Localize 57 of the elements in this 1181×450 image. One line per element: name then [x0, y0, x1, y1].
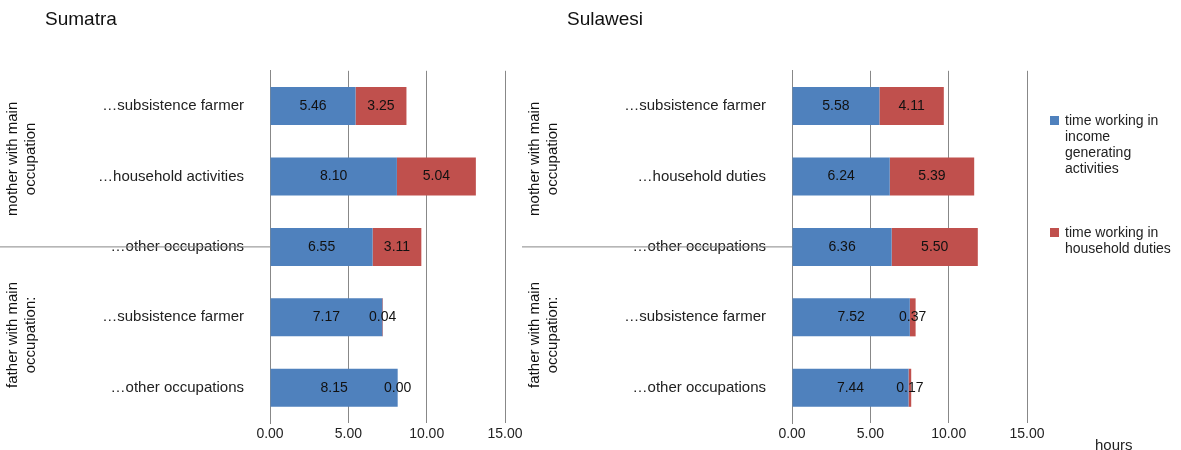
legend-label: time working in income generating activities	[1065, 112, 1160, 176]
legend-label: time working in household duties	[1065, 224, 1172, 256]
bar	[891, 227, 978, 266]
x-tick-label: 10.00	[931, 425, 967, 442]
y-tick-label: …subsistence farmer	[624, 96, 766, 114]
data-label: 6.36	[828, 237, 856, 254]
data-label: 7.44	[836, 378, 865, 395]
y-tick-label: …household duties	[637, 166, 766, 184]
bar	[372, 227, 422, 266]
data-label: 5.58	[822, 96, 850, 113]
bar	[355, 87, 407, 126]
y-tick-label: …household activities	[98, 166, 244, 184]
bar	[792, 87, 880, 126]
data-label: 8.10	[320, 167, 348, 184]
y-tick-label: …subsistence farmer	[102, 307, 244, 325]
x-tick-label: 10.00	[409, 425, 445, 442]
data-label: 0.37	[899, 308, 927, 325]
data-label: 7.17	[312, 308, 341, 325]
x-axis-title: hours	[1095, 436, 1133, 450]
data-label: 0.17	[896, 378, 924, 395]
y-tick-label: …other occupations	[632, 377, 766, 395]
y-tick-label: …subsistence farmer	[624, 307, 766, 325]
text: father with main occupation:	[525, 282, 561, 388]
x-tick-label: 15.00	[487, 425, 523, 442]
y-tick-label: …other occupations	[110, 377, 244, 395]
text: mother with main occupation	[525, 101, 561, 216]
bar	[270, 87, 356, 126]
bar	[792, 157, 890, 196]
text: father with main occupation:	[3, 282, 39, 388]
text: Sumatra	[45, 7, 118, 29]
text: Sulawesi	[567, 7, 644, 29]
data-label: 5.04	[422, 167, 451, 184]
y-tick-label: …other occupations	[632, 237, 766, 255]
data-label: 5.50	[921, 237, 949, 254]
bar	[270, 157, 397, 196]
y-tick-label: …other occupations	[110, 237, 244, 255]
bar	[396, 157, 476, 196]
data-label: 6.24	[827, 167, 855, 184]
x-tick-label: 15.00	[1009, 425, 1045, 442]
data-label: 3.25	[367, 96, 395, 113]
y-tick-label: …subsistence farmer	[102, 96, 244, 114]
bar	[879, 87, 944, 126]
data-label: 5.39	[918, 167, 946, 184]
bar	[889, 157, 975, 196]
data-label: 6.55	[307, 237, 336, 254]
data-label: 5.46	[299, 96, 327, 113]
x-tick-label: 0.00	[256, 425, 284, 442]
data-label: 7.52	[837, 308, 865, 325]
data-label: 8.15	[320, 378, 348, 395]
x-tick-label: 5.00	[856, 425, 885, 442]
x-tick-label: 5.00	[334, 425, 363, 442]
bar	[792, 227, 892, 266]
data-label: 3.11	[383, 237, 411, 254]
data-label: 4.11	[898, 96, 925, 113]
x-tick-label: 0.00	[778, 425, 806, 442]
bar	[270, 227, 373, 266]
text: mother with main occupation	[3, 101, 39, 216]
